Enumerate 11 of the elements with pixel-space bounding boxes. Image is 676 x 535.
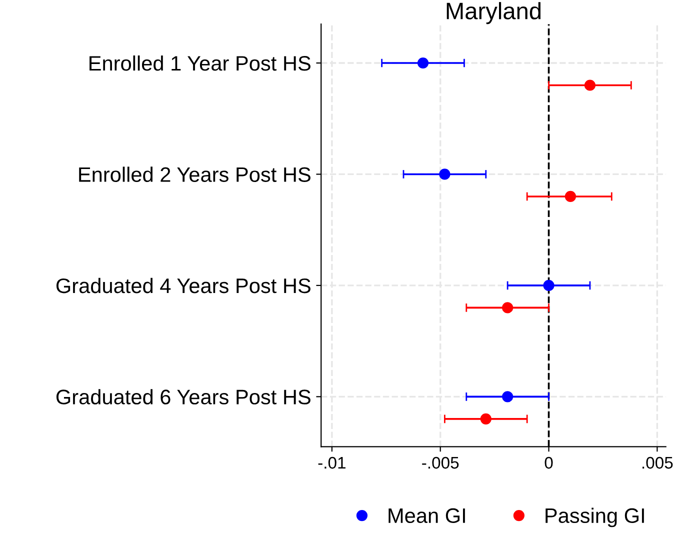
y-tick-label: Graduated 4 Years Post HS	[56, 278, 310, 294]
chart-title: Maryland	[446, 2, 541, 24]
legend-label: Mean GI	[388, 508, 465, 524]
legend-label: Passing GI	[546, 508, 644, 528]
y-tick-label: Enrolled 2 Years Post HS	[79, 166, 310, 182]
x-tick-label: .005	[642, 456, 673, 469]
x-tick-label: 0	[544, 456, 553, 469]
x-tick-label: -.005	[422, 456, 459, 469]
x-tick-label: -.01	[318, 456, 346, 469]
y-tick-label: Enrolled 1 Year Post HS	[90, 55, 310, 71]
y-tick-label: Graduated 6 Years Post HS	[56, 389, 310, 404]
